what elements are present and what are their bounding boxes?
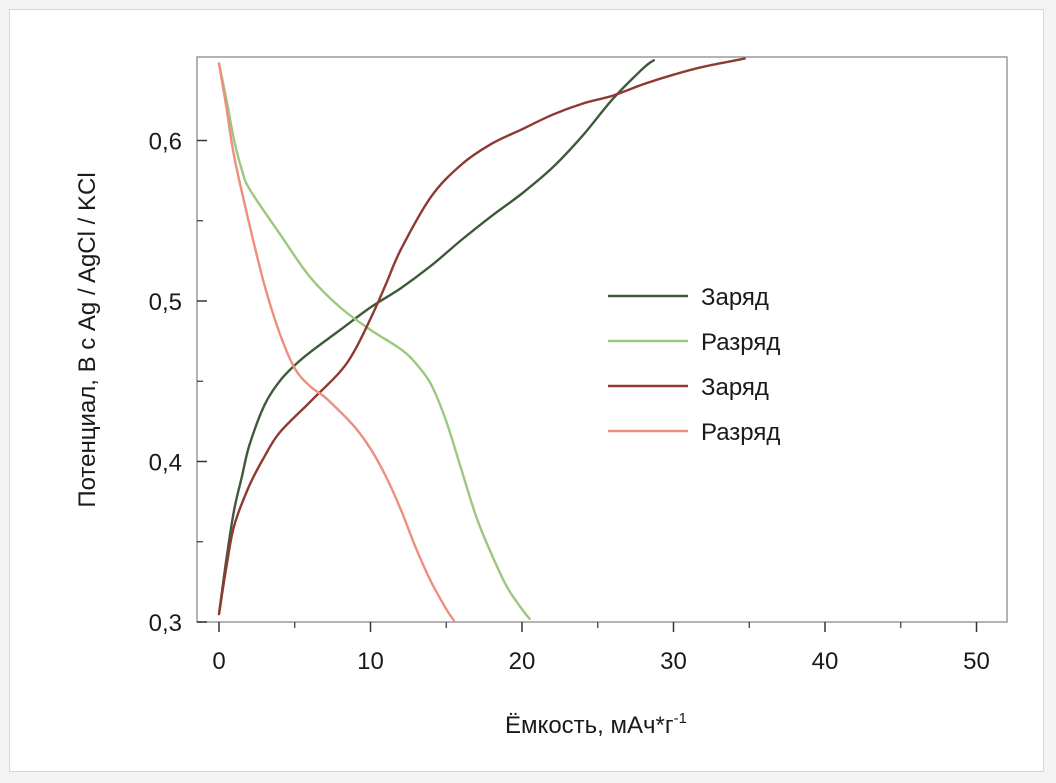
series-lines — [217, 57, 746, 622]
x-tick-label: 50 — [963, 648, 990, 675]
x-tick-label: 20 — [509, 648, 536, 675]
y-tick-label: 0,6 — [149, 129, 182, 156]
x-tick-labels: 0 10 20 30 40 50 — [212, 648, 990, 675]
legend-item-1: Заряд — [608, 284, 769, 311]
series-line-4 — [217, 62, 455, 622]
x-tick-label: 10 — [357, 648, 384, 675]
axis-ticks — [197, 139, 978, 632]
y-tick-labels: 0,3 0,4 0,5 0,6 — [149, 129, 182, 638]
series-line-2 — [217, 62, 531, 620]
y-tick-label: 0,3 — [149, 610, 182, 637]
series-line-3 — [217, 57, 746, 616]
series-line-1 — [217, 59, 655, 616]
legend-label: Разряд — [701, 329, 780, 356]
legend-label: Заряд — [701, 284, 769, 311]
x-tick-label: 40 — [812, 648, 839, 675]
y-axis-title: Потенциал, В с Ag / AgCl / KCl — [74, 172, 101, 507]
legend-item-4: Разряд — [608, 419, 780, 446]
y-tick-label: 0,5 — [149, 289, 182, 316]
x-tick-label: 30 — [660, 648, 687, 675]
x-axis-title: Ёмкость, мАч*г-1 — [505, 710, 687, 739]
plot-area — [196, 56, 1008, 623]
legend: Заряд Разряд Заряд Разряд — [608, 284, 780, 446]
legend-label: Заряд — [701, 374, 769, 401]
figure-frame — [9, 9, 1044, 772]
legend-item-3: Заряд — [608, 374, 769, 401]
y-tick-label: 0,4 — [149, 450, 182, 477]
legend-label: Разряд — [701, 419, 780, 446]
x-tick-label: 0 — [212, 648, 225, 675]
legend-item-2: Разряд — [608, 329, 780, 356]
